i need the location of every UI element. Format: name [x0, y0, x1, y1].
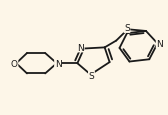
- Text: O: O: [11, 59, 18, 68]
- Text: S: S: [89, 72, 94, 80]
- Text: N: N: [156, 40, 163, 49]
- Text: N: N: [55, 59, 61, 68]
- Text: N: N: [77, 43, 84, 52]
- Text: S: S: [124, 24, 130, 33]
